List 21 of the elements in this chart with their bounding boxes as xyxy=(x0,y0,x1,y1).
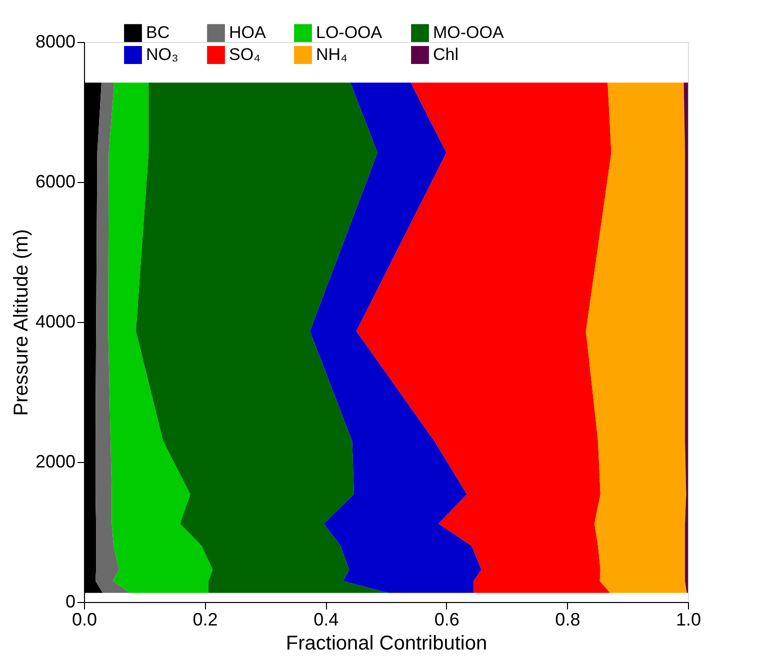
x-tick-label: 0.8 xyxy=(555,610,580,630)
legend-label: NO₃ xyxy=(146,45,178,64)
legend-label: LO-OOA xyxy=(316,23,383,42)
y-tick-label: 2000 xyxy=(35,452,76,472)
y-tick-label: 8000 xyxy=(35,32,76,52)
y-tick-label: 0 xyxy=(65,592,76,612)
x-tick-label: 0.0 xyxy=(72,610,98,630)
y-tick-label: 4000 xyxy=(35,312,76,332)
x-tick-label: 0.2 xyxy=(192,610,218,630)
x-tick-label: 0.6 xyxy=(434,610,460,630)
legend-label: NH₄ xyxy=(316,45,348,64)
legend-label: HOA xyxy=(229,23,266,42)
legend-label: MO-OOA xyxy=(433,23,504,42)
x-tick-label: 0.4 xyxy=(314,610,339,630)
y-axis-title: Pressure Altitude (m) xyxy=(10,229,32,416)
legend-label: BC xyxy=(146,23,170,42)
legend-label: SO₄ xyxy=(229,45,261,64)
y-tick-label: 6000 xyxy=(35,172,76,192)
legend-label: Chl xyxy=(433,45,459,64)
x-tick-label: 1.0 xyxy=(676,610,702,630)
x-axis-title: Fractional Contribution xyxy=(286,632,488,654)
